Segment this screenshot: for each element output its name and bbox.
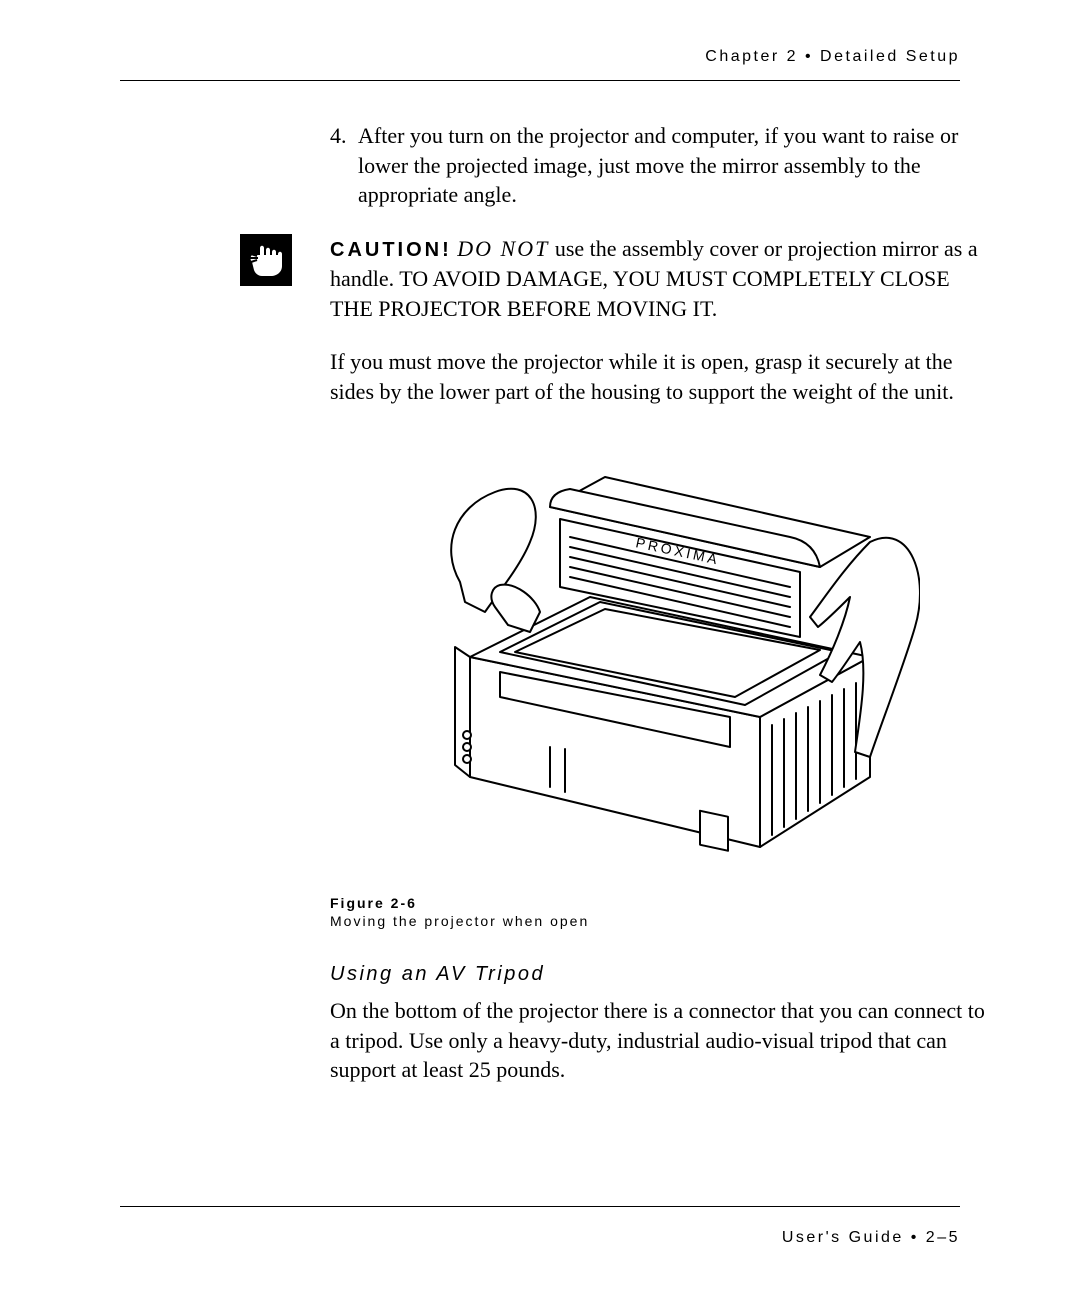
header-text: Chapter 2 • Detailed Setup bbox=[705, 48, 960, 66]
caution-label: CAUTION! bbox=[330, 239, 452, 261]
content-column: 4. After you turn on the projector and c… bbox=[330, 121, 990, 1085]
step-4: 4. After you turn on the projector and c… bbox=[330, 121, 990, 210]
footer-text: User's Guide • 2–5 bbox=[782, 1229, 960, 1247]
figure-caption-text: Moving the projector when open bbox=[330, 913, 990, 929]
caution-donot: DO NOT bbox=[457, 236, 549, 261]
caution-paragraph: CAUTION! DO NOT use the assembly cover o… bbox=[330, 234, 990, 323]
step-4-text: After you turn on the projector and comp… bbox=[358, 121, 990, 210]
tripod-paragraph: On the bottom of the projector there is … bbox=[330, 996, 990, 1085]
caution-hand-icon bbox=[240, 234, 292, 286]
figure-2-6: PROXIMA Figure 2-6 Moving the projector … bbox=[330, 447, 990, 929]
step-4-number: 4. bbox=[330, 121, 358, 210]
page: Chapter 2 • Detailed Setup 4. After you … bbox=[0, 0, 1080, 1311]
projector-illustration: PROXIMA bbox=[400, 447, 920, 867]
subheading-av-tripod: Using an AV Tripod bbox=[330, 963, 990, 986]
caution-block: CAUTION! DO NOT use the assembly cover o… bbox=[330, 234, 990, 323]
figure-caption-number: Figure 2-6 bbox=[330, 895, 990, 911]
move-paragraph: If you must move the projector while it … bbox=[330, 347, 990, 406]
header-rule bbox=[120, 80, 960, 81]
page-header: Chapter 2 • Detailed Setup bbox=[120, 48, 960, 78]
footer-rule bbox=[120, 1206, 960, 1207]
